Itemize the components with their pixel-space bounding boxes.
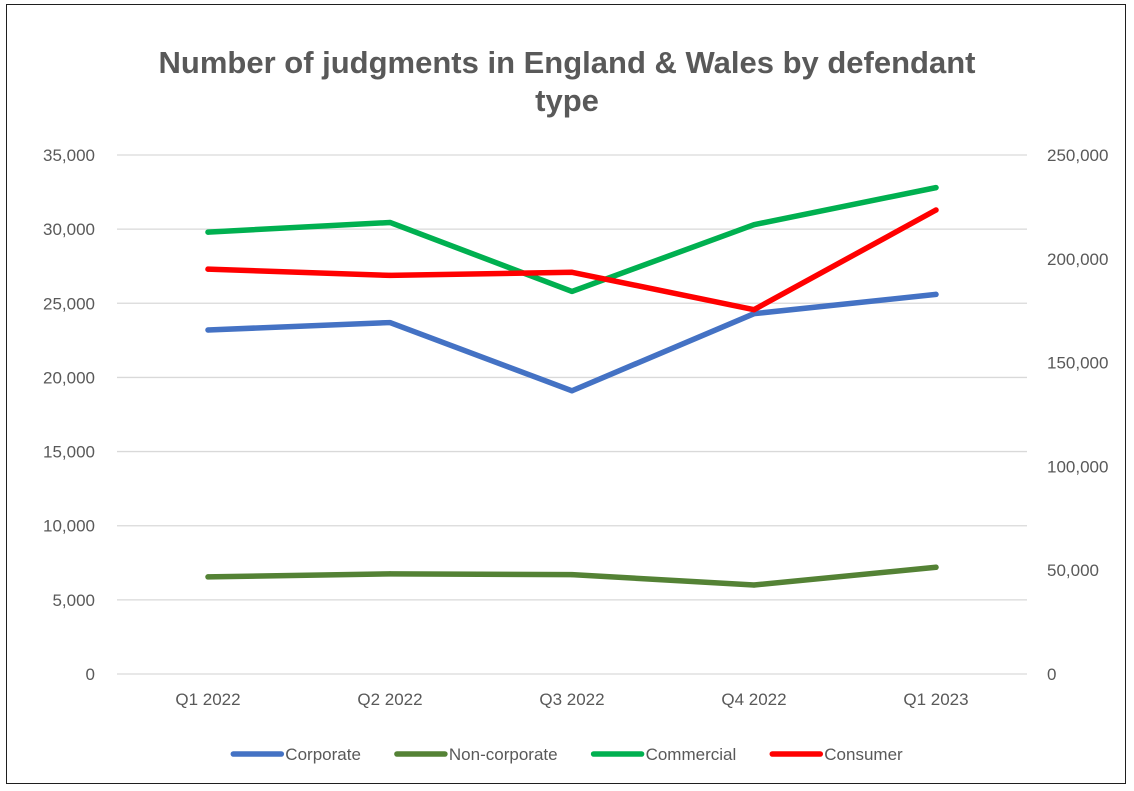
data-point <box>569 288 575 295</box>
series-lines <box>205 184 939 588</box>
data-point <box>933 185 939 191</box>
data-point <box>933 291 939 297</box>
data-point <box>205 229 211 235</box>
y-tick-label: 5,000 <box>52 591 95 610</box>
x-tick-label: Q1 2022 <box>175 690 240 709</box>
y-tick-label: 15,000 <box>43 443 95 462</box>
data-point <box>387 272 393 279</box>
series-consumer <box>205 207 939 313</box>
y-tick-label: 25,000 <box>43 294 95 313</box>
data-point <box>205 266 211 272</box>
data-point <box>751 311 757 317</box>
data-point <box>933 564 939 570</box>
chart-frame: Number of judgments in England & Wales b… <box>6 4 1126 784</box>
data-point <box>751 582 757 588</box>
y2-tick-label: 100,000 <box>1047 457 1108 476</box>
right-axis-ticks: 0 50,000 100,000 150,000 200,000 250,000 <box>1047 146 1108 684</box>
series-line <box>205 184 939 295</box>
data-point <box>751 307 757 313</box>
line-chart: Number of judgments in England & Wales b… <box>43 45 1108 764</box>
y-tick-label: 0 <box>86 665 95 684</box>
data-point <box>387 319 393 326</box>
legend-label: Corporate <box>285 745 361 764</box>
series-non-corporate <box>205 564 939 588</box>
series-commercial <box>205 184 939 295</box>
left-axis-ticks: 0 5,000 10,000 15,000 20,000 25,000 30,000 35,0… <box>43 146 95 684</box>
y2-tick-label: 200,000 <box>1047 250 1108 269</box>
data-point <box>205 574 211 580</box>
data-point <box>569 388 575 394</box>
legend-label: Consumer <box>824 745 903 764</box>
chart-title-line-2: type <box>535 83 599 118</box>
y2-tick-label: 150,000 <box>1047 354 1108 373</box>
chart-title-line-1: Number of judgments in England & Wales b… <box>159 45 976 80</box>
y-tick-label: 35,000 <box>43 146 95 165</box>
x-axis-ticks: Q1 2022 Q2 2022 Q3 2022 Q4 2022 Q1 2023 <box>175 690 968 709</box>
x-tick-label: Q1 2023 <box>903 690 968 709</box>
legend-item: Non-corporate <box>394 745 558 764</box>
x-tick-label: Q3 2022 <box>539 690 604 709</box>
data-point <box>387 571 393 577</box>
x-tick-label: Q2 2022 <box>357 690 422 709</box>
legend-label: Non-corporate <box>449 745 558 764</box>
y-tick-label: 30,000 <box>43 220 95 239</box>
y2-tick-label: 250,000 <box>1047 146 1108 165</box>
x-tick-label: Q4 2022 <box>721 690 786 709</box>
y2-tick-label: 50,000 <box>1047 561 1099 580</box>
series-corporate <box>205 291 939 394</box>
legend-item: Consumer <box>769 745 903 764</box>
y-tick-label: 20,000 <box>43 368 95 387</box>
legend-item: Corporate <box>230 745 361 764</box>
y2-tick-label: 0 <box>1047 665 1056 684</box>
data-point <box>751 222 757 228</box>
series-line <box>205 291 939 394</box>
legend-item: Commercial <box>590 745 737 764</box>
data-point <box>569 572 575 578</box>
data-point <box>205 327 211 333</box>
data-point <box>933 207 939 213</box>
data-point <box>569 269 575 275</box>
legend-label: Commercial <box>646 745 737 764</box>
y-tick-label: 10,000 <box>43 517 95 536</box>
data-point <box>387 219 393 226</box>
legend: Corporate Non-corporate Commercial Consumer <box>230 745 903 764</box>
